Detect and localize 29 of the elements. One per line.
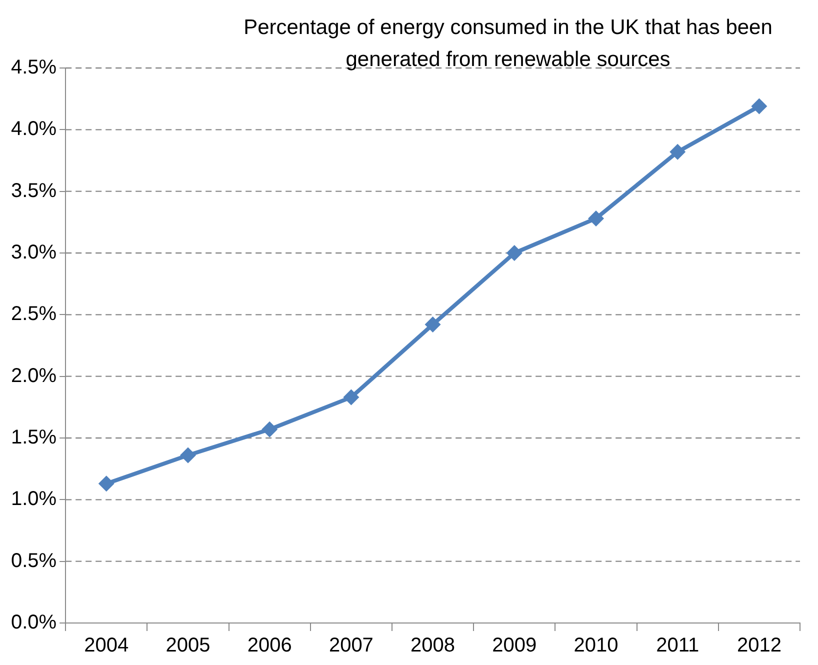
x-tick-label: 2006 xyxy=(247,634,292,657)
point xyxy=(751,98,768,114)
y-tick-label: 4.0% xyxy=(10,118,57,140)
chart-title: Percentage of energy consumed in the UK that has been generated from renewable sources xyxy=(242,15,774,73)
x-tick-label: 2012 xyxy=(736,634,782,657)
point xyxy=(670,144,686,160)
point xyxy=(424,316,441,333)
y-tick-label: 0.5% xyxy=(10,550,57,572)
y-tick-label: 3.0% xyxy=(10,242,57,264)
point xyxy=(588,210,604,226)
y-tick-label: 0.0% xyxy=(10,612,57,634)
point xyxy=(180,447,196,464)
y-tick-label: 1.0% xyxy=(10,488,57,510)
x-tick-label: 2005 xyxy=(166,634,210,657)
y-tick-label: 3.5% xyxy=(10,180,57,202)
x-tick-label: 2008 xyxy=(410,634,456,657)
y-tick-label: 1.5% xyxy=(10,426,57,449)
x-tick-label: 2009 xyxy=(492,634,537,657)
point xyxy=(98,476,114,492)
y-tick-label: 2.0% xyxy=(10,364,57,387)
x-tick-label: 2010 xyxy=(574,634,618,657)
point xyxy=(343,389,360,406)
x-tick-label: 2007 xyxy=(328,634,374,657)
x-tick-label: 2011 xyxy=(656,634,700,657)
x-tick-label: 2004 xyxy=(84,634,129,657)
y-tick-label: 4.5% xyxy=(10,56,57,79)
point xyxy=(262,421,278,438)
y-tick-label: 2.5% xyxy=(10,303,57,326)
point xyxy=(506,245,522,261)
